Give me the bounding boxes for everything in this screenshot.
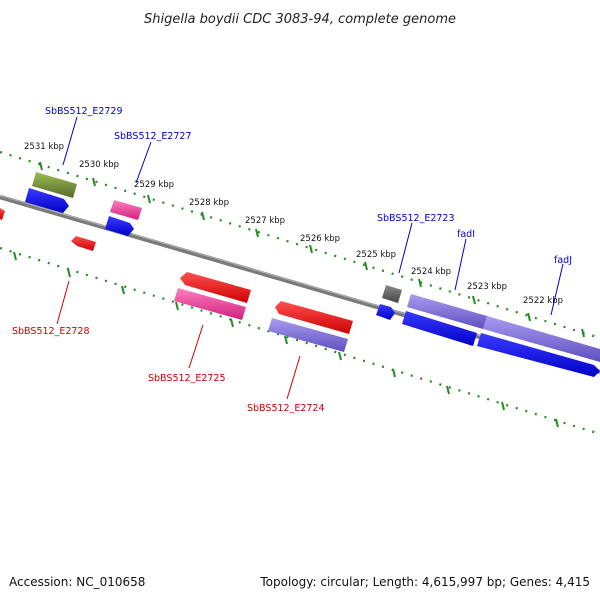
gene-label-e2727[interactable]: SbBS512_E2727 [114, 131, 192, 142]
gene-e2727-cds[interactable] [105, 216, 134, 236]
gene-fadI-feature[interactable] [407, 294, 487, 329]
gene-label-e2725[interactable]: SbBS512_E2725 [148, 373, 226, 384]
gene-left-edge-cds[interactable] [0, 208, 5, 220]
gene-label-fadJ[interactable]: fadJ [554, 255, 572, 266]
ruler-label: 2525 kbp [356, 250, 396, 260]
inner-ruler-major-ticks [13, 251, 559, 428]
ruler-label: 2523 kbp [467, 282, 507, 292]
leader-e2725 [188, 324, 204, 369]
leader-e2727 [135, 141, 152, 184]
gene-e2727-feature[interactable] [110, 200, 142, 220]
outer-ruler-major-ticks [39, 161, 585, 338]
leader-e2724 [286, 355, 301, 400]
gene-e2723-cds[interactable] [376, 304, 395, 320]
gene-label-e2723[interactable]: SbBS512_E2723 [377, 213, 455, 224]
footer-topology: Topology: circular; Length: 4,615,997 bp… [259, 575, 590, 589]
leader-fadI [454, 238, 467, 291]
ruler-label: 2529 kbp [134, 180, 174, 190]
ruler-label: 2522 kbp [523, 296, 563, 306]
gene-fadI-cds[interactable] [402, 311, 477, 346]
gene-e2724-cds[interactable] [275, 301, 353, 334]
footer-accession: Accession: NC_010658 [9, 575, 145, 589]
ruler-label: 2527 kbp [245, 216, 285, 226]
gene-e2725-feature[interactable] [174, 288, 246, 320]
gene-label-e2724[interactable]: SbBS512_E2724 [247, 403, 325, 414]
gene-e2728-cds[interactable] [71, 236, 96, 251]
gene-label-e2729[interactable]: SbBS512_E2729 [45, 106, 123, 117]
ruler-labels: 2531 kbp 2530 kbp 2529 kbp 2528 kbp 2527… [24, 142, 563, 306]
leader-e2723 [398, 222, 413, 274]
ruler-label: 2531 kbp [24, 142, 64, 152]
gene-e2729-cds[interactable] [25, 188, 69, 213]
leader-fadJ [550, 263, 564, 316]
gene-e2725-cds[interactable] [180, 272, 251, 303]
ruler-label: 2524 kbp [411, 267, 451, 277]
gene-e2729-feature[interactable] [32, 172, 77, 198]
gene-e2723-feature[interactable] [382, 285, 402, 303]
ruler-label: 2530 kbp [79, 160, 119, 170]
map-title: Shigella boydii CDC 3083-94, complete ge… [144, 12, 456, 27]
gene-label-e2728[interactable]: SbBS512_E2728 [12, 326, 90, 337]
gene-fadJ-cds[interactable] [477, 333, 600, 377]
ruler-label: 2526 kbp [300, 234, 340, 244]
leader-e2729 [62, 116, 78, 166]
gene-e2724-feature[interactable] [268, 318, 348, 352]
gene-fadJ-feature[interactable] [483, 316, 600, 362]
leader-e2728 [56, 280, 70, 325]
ruler-label: 2528 kbp [189, 198, 229, 208]
gene-label-fadI[interactable]: fadI [457, 229, 475, 240]
